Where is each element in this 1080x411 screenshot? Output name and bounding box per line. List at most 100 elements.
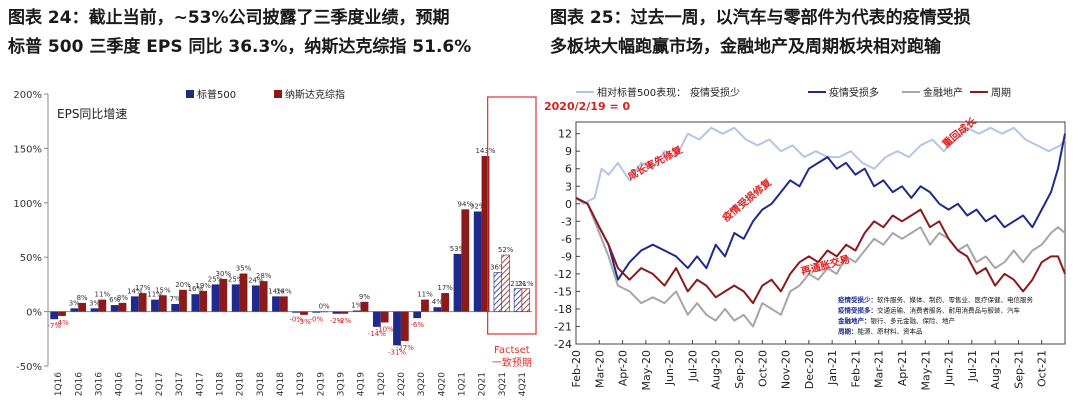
bar-sp500-1Q20	[372, 311, 381, 327]
data-label-nasdaq-4Q16: 8%	[117, 294, 128, 302]
footnote-value-3: 能源、原材料、资本品	[858, 327, 923, 336]
bar-nasdaq-3Q17	[179, 289, 187, 312]
y-tick-label: -18	[554, 303, 572, 316]
legend-swatch-0	[186, 90, 194, 98]
series-line-2	[575, 197, 1066, 328]
bar-sp500-4Q20	[433, 307, 442, 312]
annotation-1: 疫情受损修复	[720, 175, 775, 224]
data-label-sp500-3Q18: 24%	[248, 276, 264, 284]
footnote-line-1: 疫情受损多：交通运输、消费者服务、耐用消费品与服装、汽车	[838, 306, 1021, 315]
bar-nasdaq-1Q21	[461, 209, 470, 312]
legend-label-2: 金融地产	[923, 86, 963, 99]
forecast-label-line-1: Factset	[494, 345, 530, 356]
bar-nasdaq-3Q19	[340, 311, 349, 314]
data-label-nasdaq-4Q19: 9%	[359, 293, 370, 301]
bar-nasdaq-2Q20	[400, 311, 409, 341]
y-tick-label: 6	[565, 163, 572, 176]
right-chart-title: 图表 25：过去一周，以汽车与零部件为代表的疫情受损 多板块大幅跑赢市场，金融地…	[550, 4, 1080, 62]
data-label-sp500-2Q18: 25%	[228, 275, 244, 283]
bar-sp500-2Q19	[312, 311, 321, 313]
data-label-nasdaq-2Q16: 8%	[77, 294, 88, 302]
x-tick-Apr-20: Apr-20	[617, 350, 630, 386]
bar-sp500-2Q16	[70, 308, 79, 312]
data-label-nasdaq-1Q17: 17%	[135, 284, 151, 292]
data-label-sp500-3Q16: 3%	[89, 299, 100, 307]
y-tick-label: 100%	[13, 199, 42, 210]
data-label-nasdaq-2Q17: 15%	[155, 286, 171, 294]
y-tick-label: -21	[554, 320, 572, 333]
x-tick-Jul-20: Jul-20	[686, 350, 699, 382]
bar-nasdaq-4Q20	[441, 293, 450, 312]
x-tick-3Q19: 3Q19	[336, 372, 346, 397]
bar-sp500-1Q16	[50, 311, 59, 320]
data-label-sp500-3Q17: 7%	[170, 295, 181, 303]
bar-nasdaq-1Q17	[138, 293, 147, 312]
annotation-3: 重回成长	[940, 114, 980, 150]
bar-sp500-2Q20	[393, 311, 401, 346]
data-label-sp500-2Q21: 92%	[470, 203, 486, 211]
x-tick-Oct-21: Oct-21	[1036, 350, 1049, 387]
data-label-nasdaq-2Q19: 0%	[319, 303, 330, 311]
panel-label: EPS同比增速	[57, 107, 127, 121]
data-label-sp500-3Q20: -6%	[410, 321, 424, 329]
bar-sp500-4Q21	[513, 288, 523, 312]
x-tick-1Q19: 1Q19	[296, 372, 306, 397]
bar-nasdaq-2Q17	[158, 295, 167, 312]
y-tick-label: 150%	[13, 144, 42, 155]
bar-sp500-3Q18	[251, 285, 260, 312]
x-tick-2Q17: 2Q17	[155, 372, 165, 396]
data-label-sp500-1Q17: 14%	[127, 287, 143, 295]
legend-label-0: 标普500	[197, 88, 236, 101]
x-tick-Jul-21: Jul-21	[966, 350, 979, 382]
x-tick-Sep-21: Sep-21	[1012, 350, 1025, 389]
x-tick-1Q17: 1Q17	[135, 372, 145, 396]
data-label-nasdaq-1Q20: -10%	[376, 325, 394, 333]
x-tick-May-21: May-21	[919, 350, 932, 391]
bar-nasdaq-2Q19	[320, 311, 329, 313]
bar-nasdaq-2Q21	[481, 156, 490, 312]
bar-sp500-1Q21	[453, 253, 462, 312]
left-title-line-2: 标普 500 三季度 EPS 同比 36.3%，纳斯达克综指 51.6%	[8, 37, 472, 57]
y-tick-label: 0%	[26, 308, 42, 319]
bar-sp500-4Q19	[352, 310, 361, 312]
footnote-line-0: 疫情受损少：软件服务、媒体、制药、零售业、医疗保健、电信服务	[838, 295, 1034, 304]
data-label-nasdaq-3Q16: 11%	[95, 291, 111, 299]
y-tick-label: -50%	[16, 362, 42, 373]
bar-nasdaq-2Q18	[239, 273, 248, 312]
data-label-nasdaq-3Q17: 20%	[175, 281, 191, 289]
legend-label-1: 纳斯达克综指	[285, 88, 345, 101]
data-label-sp500-2Q16: 3%	[69, 299, 80, 307]
x-tick-2Q20: 2Q20	[397, 372, 407, 397]
x-tick-Nov-20: Nov-20	[780, 350, 793, 389]
x-tick-Jun-21: Jun-21	[943, 350, 956, 386]
legend-label-3: 周期	[991, 87, 1011, 99]
data-label-sp500-1Q20: -14%	[368, 330, 386, 338]
bar-nasdaq-3Q16	[98, 299, 107, 312]
bar-sp500-2Q21	[473, 211, 482, 312]
x-tick-3Q16: 3Q16	[94, 372, 104, 397]
x-tick-May-20: May-20	[640, 350, 653, 391]
legend-swatch-1	[274, 90, 282, 98]
x-tick-2Q16: 2Q16	[74, 372, 84, 397]
bar-nasdaq-4Q19	[360, 301, 369, 312]
bar-sp500-3Q19	[332, 311, 341, 314]
bar-nasdaq-4Q17	[199, 290, 208, 312]
data-label-sp500-1Q21: 53%	[450, 245, 466, 253]
y-tick-label: -24	[554, 338, 572, 351]
y-tick-label: -6	[561, 233, 572, 246]
x-tick-Jun-20: Jun-20	[663, 350, 676, 386]
left-chart-title: 图表 24：截止当前，~53%公司披露了三季度业绩，预期 标普 500 三季度 …	[8, 4, 538, 62]
bar-sp500-4Q16	[110, 305, 119, 312]
data-label-sp500-1Q16: -7%	[47, 322, 61, 330]
footnote-value-2: 银行、多元金融、保险、地产	[871, 316, 956, 325]
x-tick-Feb-21: Feb-21	[849, 350, 862, 387]
data-label-nasdaq-4Q21: 21%	[518, 280, 534, 288]
bar-sp500-3Q21	[493, 272, 503, 312]
data-label-nasdaq-1Q18: 30%	[216, 270, 232, 278]
x-tick-3Q21: 3Q21	[498, 372, 508, 396]
bar-sp500-3Q17	[171, 303, 180, 312]
forecast-highlight-box	[487, 96, 537, 335]
bar-nasdaq-4Q18	[279, 296, 288, 312]
y-tick-label: 12	[558, 128, 572, 141]
